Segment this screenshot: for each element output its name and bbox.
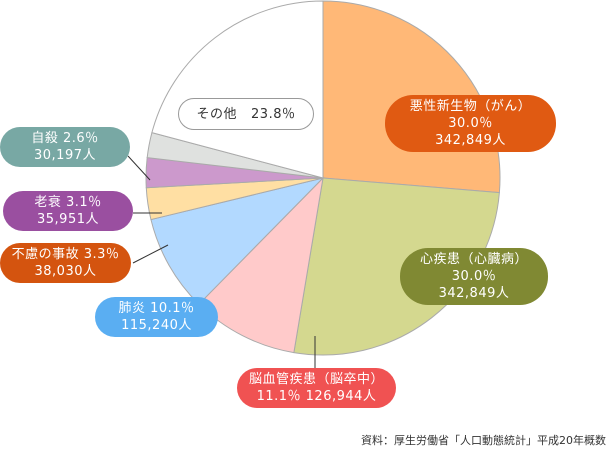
label-name: 自殺 [31,131,59,146]
leader-line-accident [132,244,169,264]
label-percent: 3.1％ [65,195,102,210]
pie-slice-1 [293,177,500,356]
label-count: 30,197人 [34,148,96,163]
label-senility: 老衰 3.1％ 35,951人 [3,191,133,231]
label-percent: 11.1％ [256,389,302,404]
label-percent: 23.8％ [251,106,296,122]
label-other: その他 23.8％ [178,98,314,130]
label-percent: 2.6％ [62,131,99,146]
label-heart: 心疾患（心臓病） 30.0％ 342,849人 [400,248,548,305]
label-count: 115,240人 [121,318,192,333]
label-count: 35,951人 [37,212,99,227]
leader-line-suicide [127,155,151,181]
label-pneumonia: 肺炎 10.1％ 115,240人 [95,297,218,337]
label-percent: 30.0％ [448,116,493,131]
label-name: 肺炎 [118,301,146,316]
label-accident: 不慮の事故 3.3％ 38,030人 [0,243,131,283]
label-percent: 3.3％ [83,247,120,262]
label-count: 38,030人 [34,264,97,279]
label-percent: 30.0％ [451,269,497,284]
label-cerebrovascular: 脳血管疾患（脳卒中） 11.1％ 126,944人 [237,368,396,408]
label-name: 心疾患（心臓病） [419,252,528,267]
label-cancer: 悪性新生物（がん） 30.0％ 342,849人 [385,95,556,152]
label-name: 不慮の事故 [11,247,80,262]
label-count: 342,849人 [438,286,510,301]
label-name: 脳血管疾患（脳卒中） [248,372,384,387]
label-name: 悪性新生物（がん） [409,99,532,114]
label-count: 342,849人 [435,133,506,148]
label-suicide: 自殺 2.6％ 30,197人 [0,127,130,167]
source-note: 資料：厚生労働省「人口動態統計」平成20年概数 [361,434,606,447]
label-name: 老衰 [34,195,62,210]
leader-lines [127,155,316,368]
label-name: その他 [196,106,238,122]
pie-slice-7 [151,0,324,179]
label-percent: 10.1％ [150,301,195,316]
label-count: 126,944人 [305,389,377,404]
